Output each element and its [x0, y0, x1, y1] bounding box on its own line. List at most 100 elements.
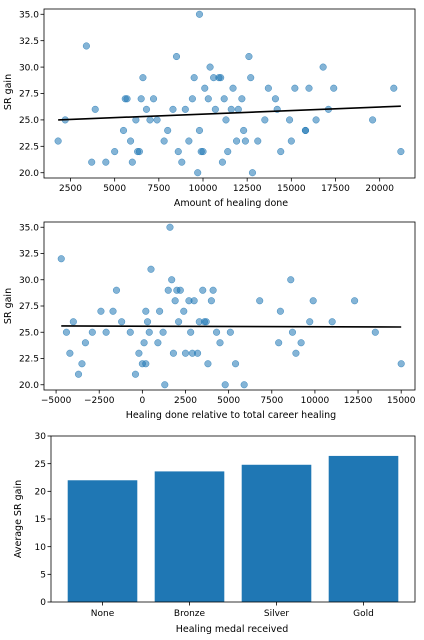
chart-1-point: [264, 84, 272, 92]
chart-1-y-tick-label: 30.0: [19, 63, 39, 73]
chart-1-point: [211, 105, 219, 113]
chart-1-y-tick-label: 25.0: [19, 116, 39, 126]
chart-2-y-tick-label: 32.5: [19, 250, 39, 260]
chart-1-point: [248, 169, 257, 177]
chart-1-point: [227, 105, 235, 113]
chart-1-point: [149, 95, 158, 103]
chart-1-point: [123, 95, 131, 103]
chart-1-point: [142, 105, 151, 113]
chart-2-point: [209, 286, 217, 294]
chart-2-point: [159, 328, 167, 336]
chart-2-x-tick-label: 2500: [174, 396, 197, 406]
chart-3-x-tick-label: Gold: [353, 609, 374, 619]
chart-2-x-tick-label: −2500: [84, 396, 115, 406]
chart-2-point: [118, 318, 126, 326]
chart-2-point: [57, 255, 65, 263]
chart-1-y-tick-label: 27.5: [19, 90, 39, 100]
chart-1-point: [135, 148, 143, 156]
chart-2-point: [216, 339, 224, 347]
chart-2-point: [164, 286, 172, 294]
chart-2-y-tick-label: 27.5: [19, 302, 39, 312]
chart-1-point: [139, 74, 147, 82]
chart-2-point: [62, 328, 70, 336]
chart-2-x-tick-label: −5000: [41, 396, 72, 406]
chart-1-point: [217, 74, 225, 82]
chart-2-point: [154, 339, 162, 347]
chart-2-point: [199, 286, 207, 294]
chart-3-x-tick-label: None: [91, 609, 115, 619]
chart-3-bar: [328, 455, 399, 602]
chart-3-y-tick-label: 30: [35, 432, 47, 442]
chart-2-xlabel: Healing done relative to total career he…: [126, 410, 336, 421]
chart-2-point: [180, 307, 188, 315]
chart-1-point: [330, 84, 338, 92]
chart-1-trend-line: [58, 105, 401, 121]
chart-2-point: [306, 318, 314, 326]
chart-1-point: [397, 148, 405, 156]
chart-2-point: [69, 318, 77, 326]
chart-1-point: [261, 116, 269, 124]
chart-2-point: [175, 318, 183, 326]
chart-2-point: [213, 328, 221, 336]
chart-1-point: [254, 137, 262, 145]
chart-1-point: [238, 95, 246, 103]
chart-2-point: [142, 360, 150, 368]
chart-1-x-tick-label: 7500: [147, 184, 170, 194]
chart-1-point: [277, 148, 285, 156]
chart-1-point: [169, 105, 177, 113]
chart-1-point: [271, 95, 279, 103]
chart-3-y-tick-label: 10: [35, 543, 47, 553]
chart-2-point: [328, 318, 336, 326]
chart-2-point: [187, 328, 195, 336]
chart-2-point: [109, 307, 117, 315]
chart-1-point: [178, 158, 186, 166]
chart-1-point: [240, 126, 248, 135]
chart-1-plot: 2500 5000 7500 10000 12500 15000 17500 20000 20.…: [19, 8, 416, 194]
chart-1-point: [82, 42, 90, 50]
chart-1-x-tick-label: 2500: [59, 184, 82, 194]
chart-1-point: [287, 137, 295, 145]
chart-1-point: [185, 137, 193, 145]
chart-1-point: [146, 116, 154, 124]
chart-2-x-tick-label: 0: [139, 396, 145, 406]
chart-2-point: [161, 381, 169, 389]
chart-1-xlabel: Amount of healing done: [174, 198, 288, 209]
chart-2-ylabel: SR gain: [3, 288, 14, 324]
chart-1-healing-done: SR gain Amount of healing done 2500 5000 7…: [3, 8, 416, 209]
chart-2-x-tick-label: 12500: [344, 396, 373, 406]
chart-1-point: [369, 116, 377, 124]
chart-2-point: [78, 360, 86, 368]
chart-3-xlabel: Healing medal received: [176, 624, 289, 635]
chart-2-point: [168, 276, 176, 284]
chart-2-point: [140, 339, 148, 347]
chart-2-point: [112, 286, 121, 294]
chart-2-point: [74, 370, 83, 378]
chart-2-x-tick-label: 10000: [301, 396, 330, 406]
chart-2-x-tick-label: 7500: [260, 396, 283, 406]
chart-1-point: [174, 148, 182, 156]
chart-2-point: [176, 286, 184, 294]
chart-2-point: [351, 297, 359, 305]
chart-2-y-tick-label: 22.5: [19, 355, 39, 365]
chart-1-point: [195, 126, 204, 135]
chart-2-point: [297, 339, 305, 347]
chart-1-point: [153, 116, 161, 124]
chart-3-y-tick-label: 5: [40, 571, 46, 581]
chart-1-point: [206, 63, 214, 71]
chart-1-point: [390, 84, 398, 92]
chart-1-y-tick-label: 22.5: [19, 143, 39, 153]
chart-2-point: [181, 349, 190, 357]
chart-2-x-tick-label: 5000: [217, 396, 240, 406]
chart-2-point: [371, 328, 379, 336]
chart-3-bar: [154, 471, 225, 602]
chart-2-point: [207, 297, 215, 305]
chart-3-ylabel: Average SR gain: [13, 480, 24, 558]
chart-1-point: [190, 74, 198, 82]
chart-2-trend-line: [61, 325, 402, 328]
chart-2-point: [143, 318, 152, 326]
chart-3-x-tick-label: Silver: [264, 609, 290, 619]
chart-2-point: [156, 307, 164, 315]
chart-2-point: [309, 297, 317, 305]
chart-1-point: [233, 137, 241, 145]
